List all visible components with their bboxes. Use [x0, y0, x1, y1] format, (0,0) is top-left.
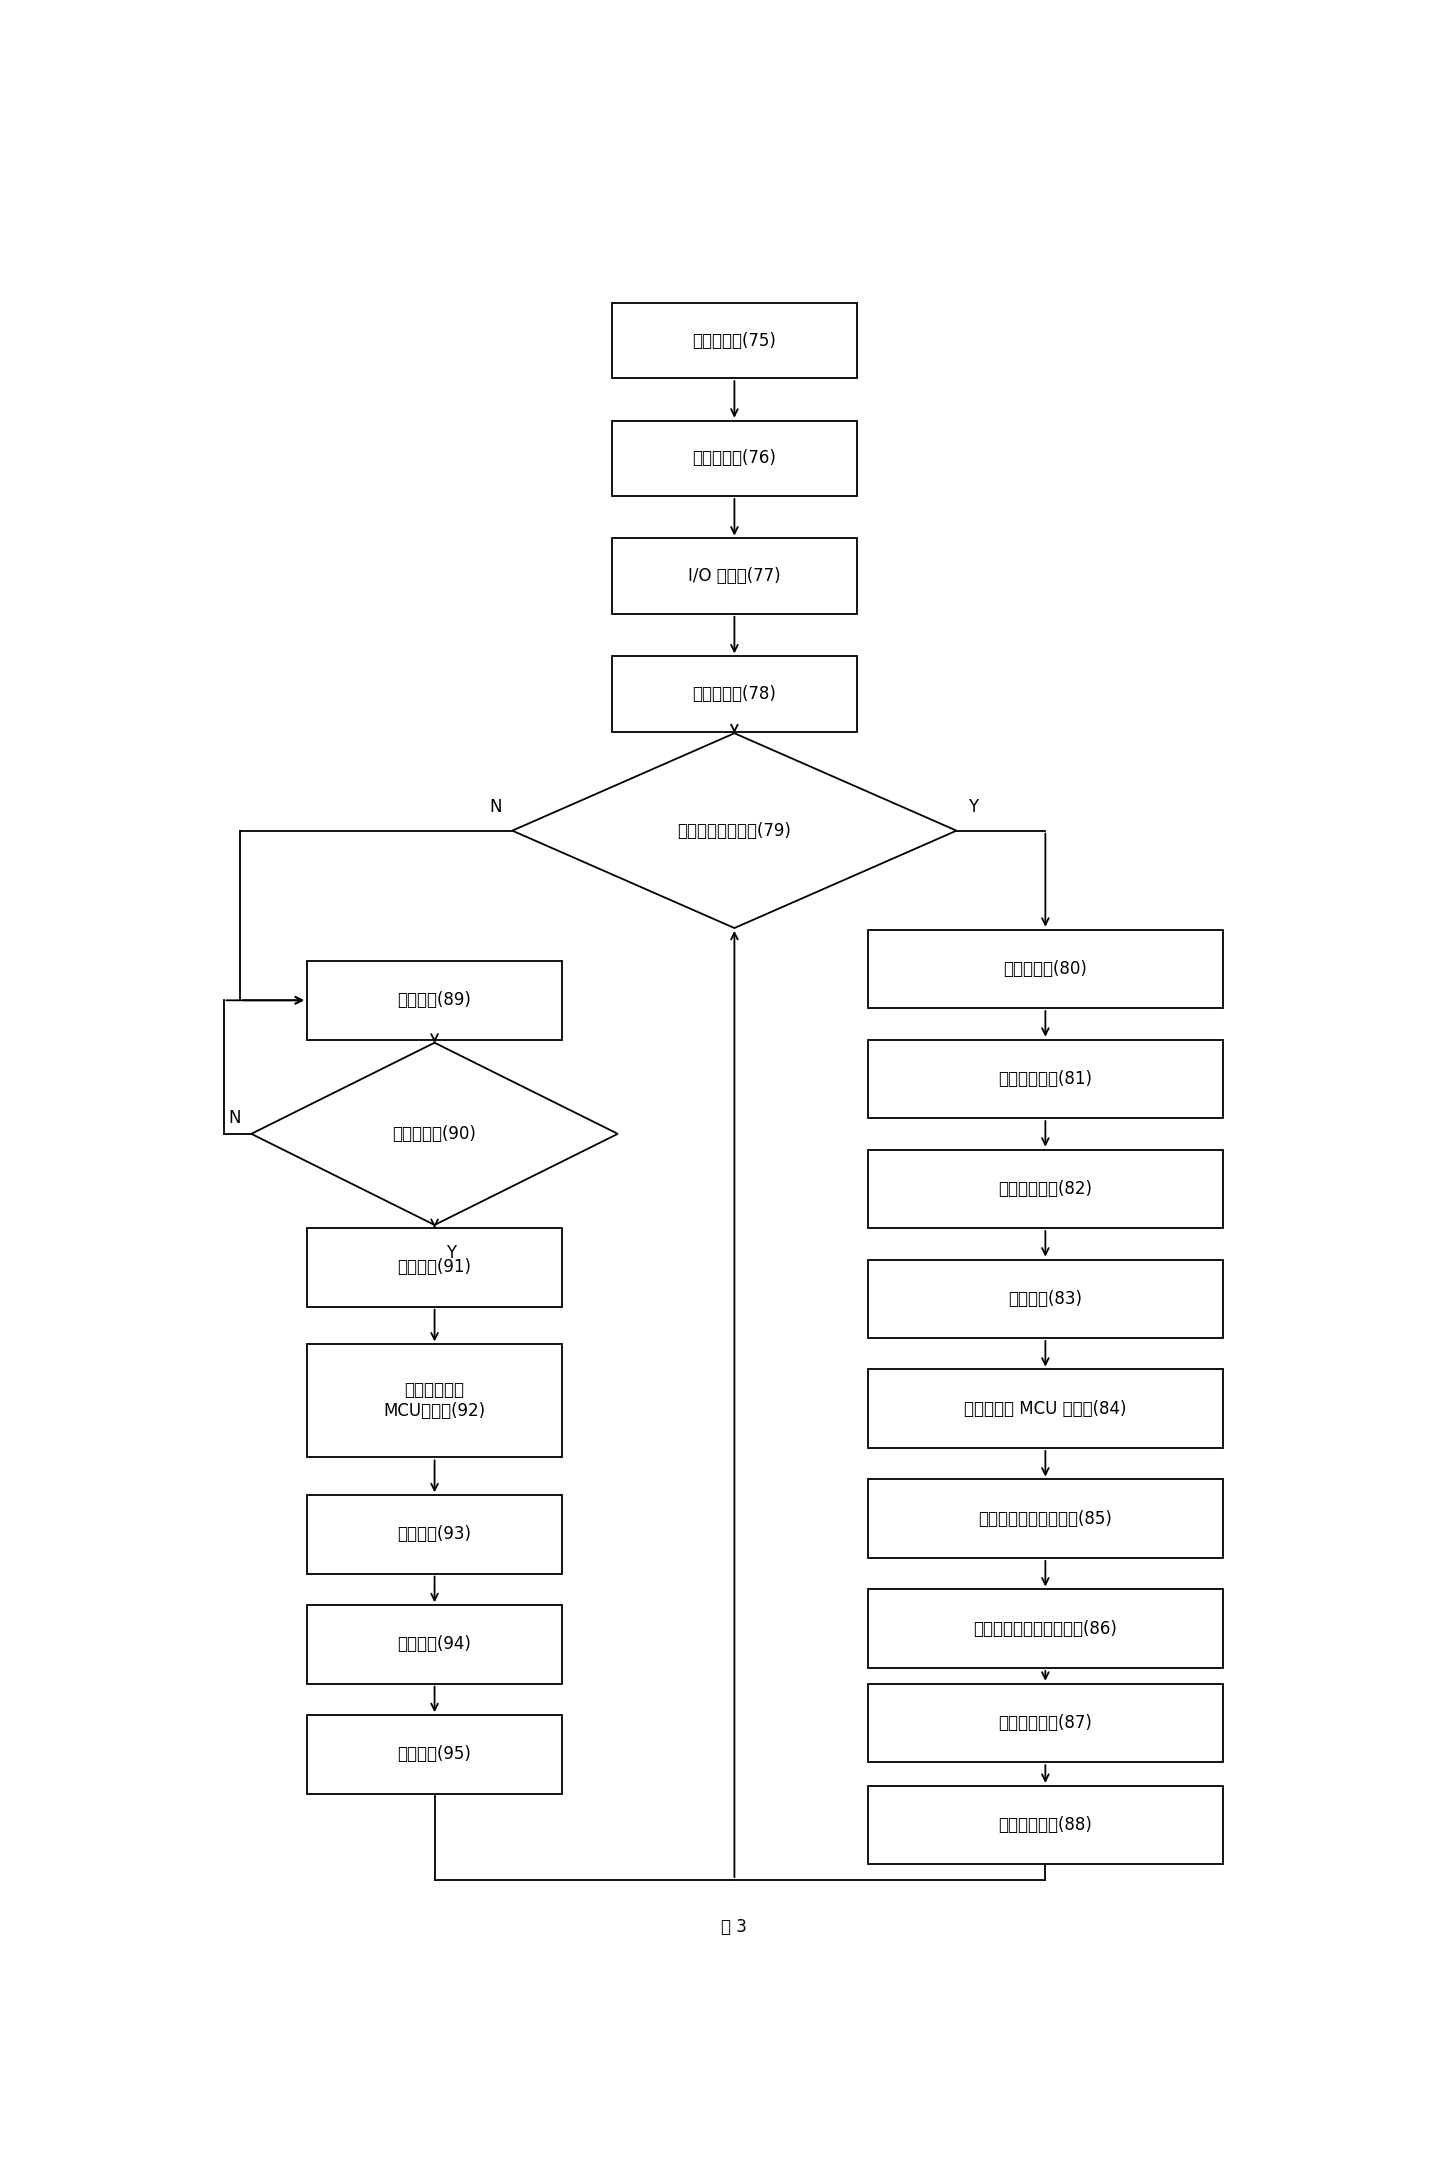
- Bar: [307, 1345, 562, 1458]
- Bar: [612, 539, 857, 613]
- Bar: [867, 1039, 1222, 1118]
- Text: 故障信息传给
MCU单片机(92): 故障信息传给 MCU单片机(92): [384, 1382, 486, 1421]
- Text: 控制信号输出(88): 控制信号输出(88): [999, 1816, 1092, 1834]
- Bar: [612, 657, 857, 731]
- Text: N: N: [490, 799, 502, 816]
- Bar: [867, 930, 1222, 1009]
- Text: 故障检测(89): 故障检测(89): [397, 991, 471, 1009]
- Bar: [867, 1786, 1222, 1864]
- Text: 外特性专家数据库调用(85): 外特性专家数据库调用(85): [979, 1511, 1112, 1528]
- Text: 控制规律选择(81): 控制规律选择(81): [999, 1070, 1092, 1087]
- Bar: [867, 1260, 1222, 1338]
- Bar: [867, 1683, 1222, 1762]
- Text: N: N: [228, 1109, 241, 1126]
- Polygon shape: [251, 1043, 618, 1225]
- Text: 故障处理(94): 故障处理(94): [397, 1635, 471, 1653]
- Text: Y: Y: [446, 1244, 456, 1262]
- Text: 故障报警(93): 故障报警(93): [397, 1526, 471, 1543]
- Text: 故障判断(91): 故障判断(91): [397, 1257, 471, 1277]
- Bar: [867, 1589, 1222, 1668]
- Text: 传递数据给 MCU 单片机(84): 传递数据给 MCU 单片机(84): [964, 1399, 1126, 1417]
- Polygon shape: [513, 733, 957, 928]
- Bar: [867, 1150, 1222, 1229]
- Bar: [307, 1229, 562, 1308]
- Text: 参数处理(83): 参数处理(83): [1009, 1290, 1082, 1308]
- Text: 图 3: 图 3: [721, 1919, 748, 1936]
- Bar: [307, 1495, 562, 1574]
- Text: 解除报警(95): 解除报警(95): [397, 1746, 471, 1764]
- Bar: [867, 1369, 1222, 1447]
- Text: 有故障否？(90): 有故障否？(90): [393, 1124, 477, 1144]
- Text: 数据初始化(78): 数据初始化(78): [692, 685, 777, 703]
- Text: 控制信号调整(87): 控制信号调整(87): [999, 1714, 1092, 1731]
- Bar: [307, 961, 562, 1039]
- Text: 控制规律专家数据库调用(86): 控制规律专家数据库调用(86): [973, 1620, 1118, 1637]
- Bar: [867, 1480, 1222, 1559]
- Bar: [307, 1605, 562, 1683]
- Text: 现场参数采集(82): 现场参数采集(82): [999, 1179, 1092, 1198]
- Bar: [612, 303, 857, 378]
- Text: 外特性选择(80): 外特性选择(80): [1003, 961, 1088, 978]
- Bar: [612, 421, 857, 496]
- Bar: [307, 1716, 562, 1794]
- Text: 焊接过程控制否？(79): 焊接过程控制否？(79): [678, 821, 791, 840]
- Text: 通信初始化(76): 通信初始化(76): [692, 450, 777, 467]
- Text: I/O 初始化(77): I/O 初始化(77): [688, 568, 781, 585]
- Text: Y: Y: [969, 799, 979, 816]
- Text: 系统初始化(75): 系统初始化(75): [692, 332, 777, 349]
